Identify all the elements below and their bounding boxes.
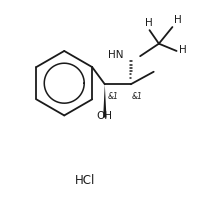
Text: OH: OH (97, 111, 113, 121)
Text: H: H (179, 45, 187, 55)
Polygon shape (103, 84, 106, 118)
Text: H: H (145, 18, 152, 28)
Text: HN: HN (108, 50, 123, 60)
Text: &1: &1 (108, 92, 118, 100)
Text: &1: &1 (132, 92, 143, 100)
Text: HCl: HCl (75, 175, 95, 187)
Text: H: H (174, 15, 182, 25)
